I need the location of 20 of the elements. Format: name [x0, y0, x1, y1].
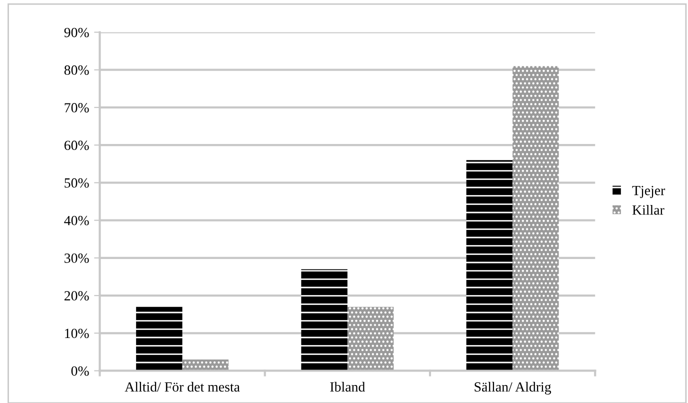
bar: [512, 66, 559, 371]
y-tick-label: 80%: [64, 65, 89, 75]
y-tick-label: 30%: [64, 254, 89, 263]
y-tick-label: 20%: [64, 291, 89, 301]
y-tick-label: 10%: [65, 328, 89, 338]
x-tick-label: Alltid/ För det mesta: [124, 382, 240, 392]
legend-label: Tjejer: [632, 186, 666, 198]
y-tick-label: 90%: [64, 28, 89, 38]
bar: [466, 160, 513, 371]
y-tick-label: 60%: [64, 140, 89, 150]
y-tick-label: 50%: [64, 178, 89, 188]
bar: [301, 269, 348, 371]
x-tick-label: Sällan/ Aldrig: [474, 382, 552, 395]
bar: [347, 306, 394, 371]
legend-label: Killar: [632, 204, 664, 215]
y-tick-label: 40%: [64, 216, 89, 226]
y-tick-label: 0%: [71, 366, 89, 376]
x-tick-label: Ibland: [330, 382, 366, 392]
bar: [136, 306, 182, 371]
y-tick-label: 70%: [64, 103, 89, 112]
